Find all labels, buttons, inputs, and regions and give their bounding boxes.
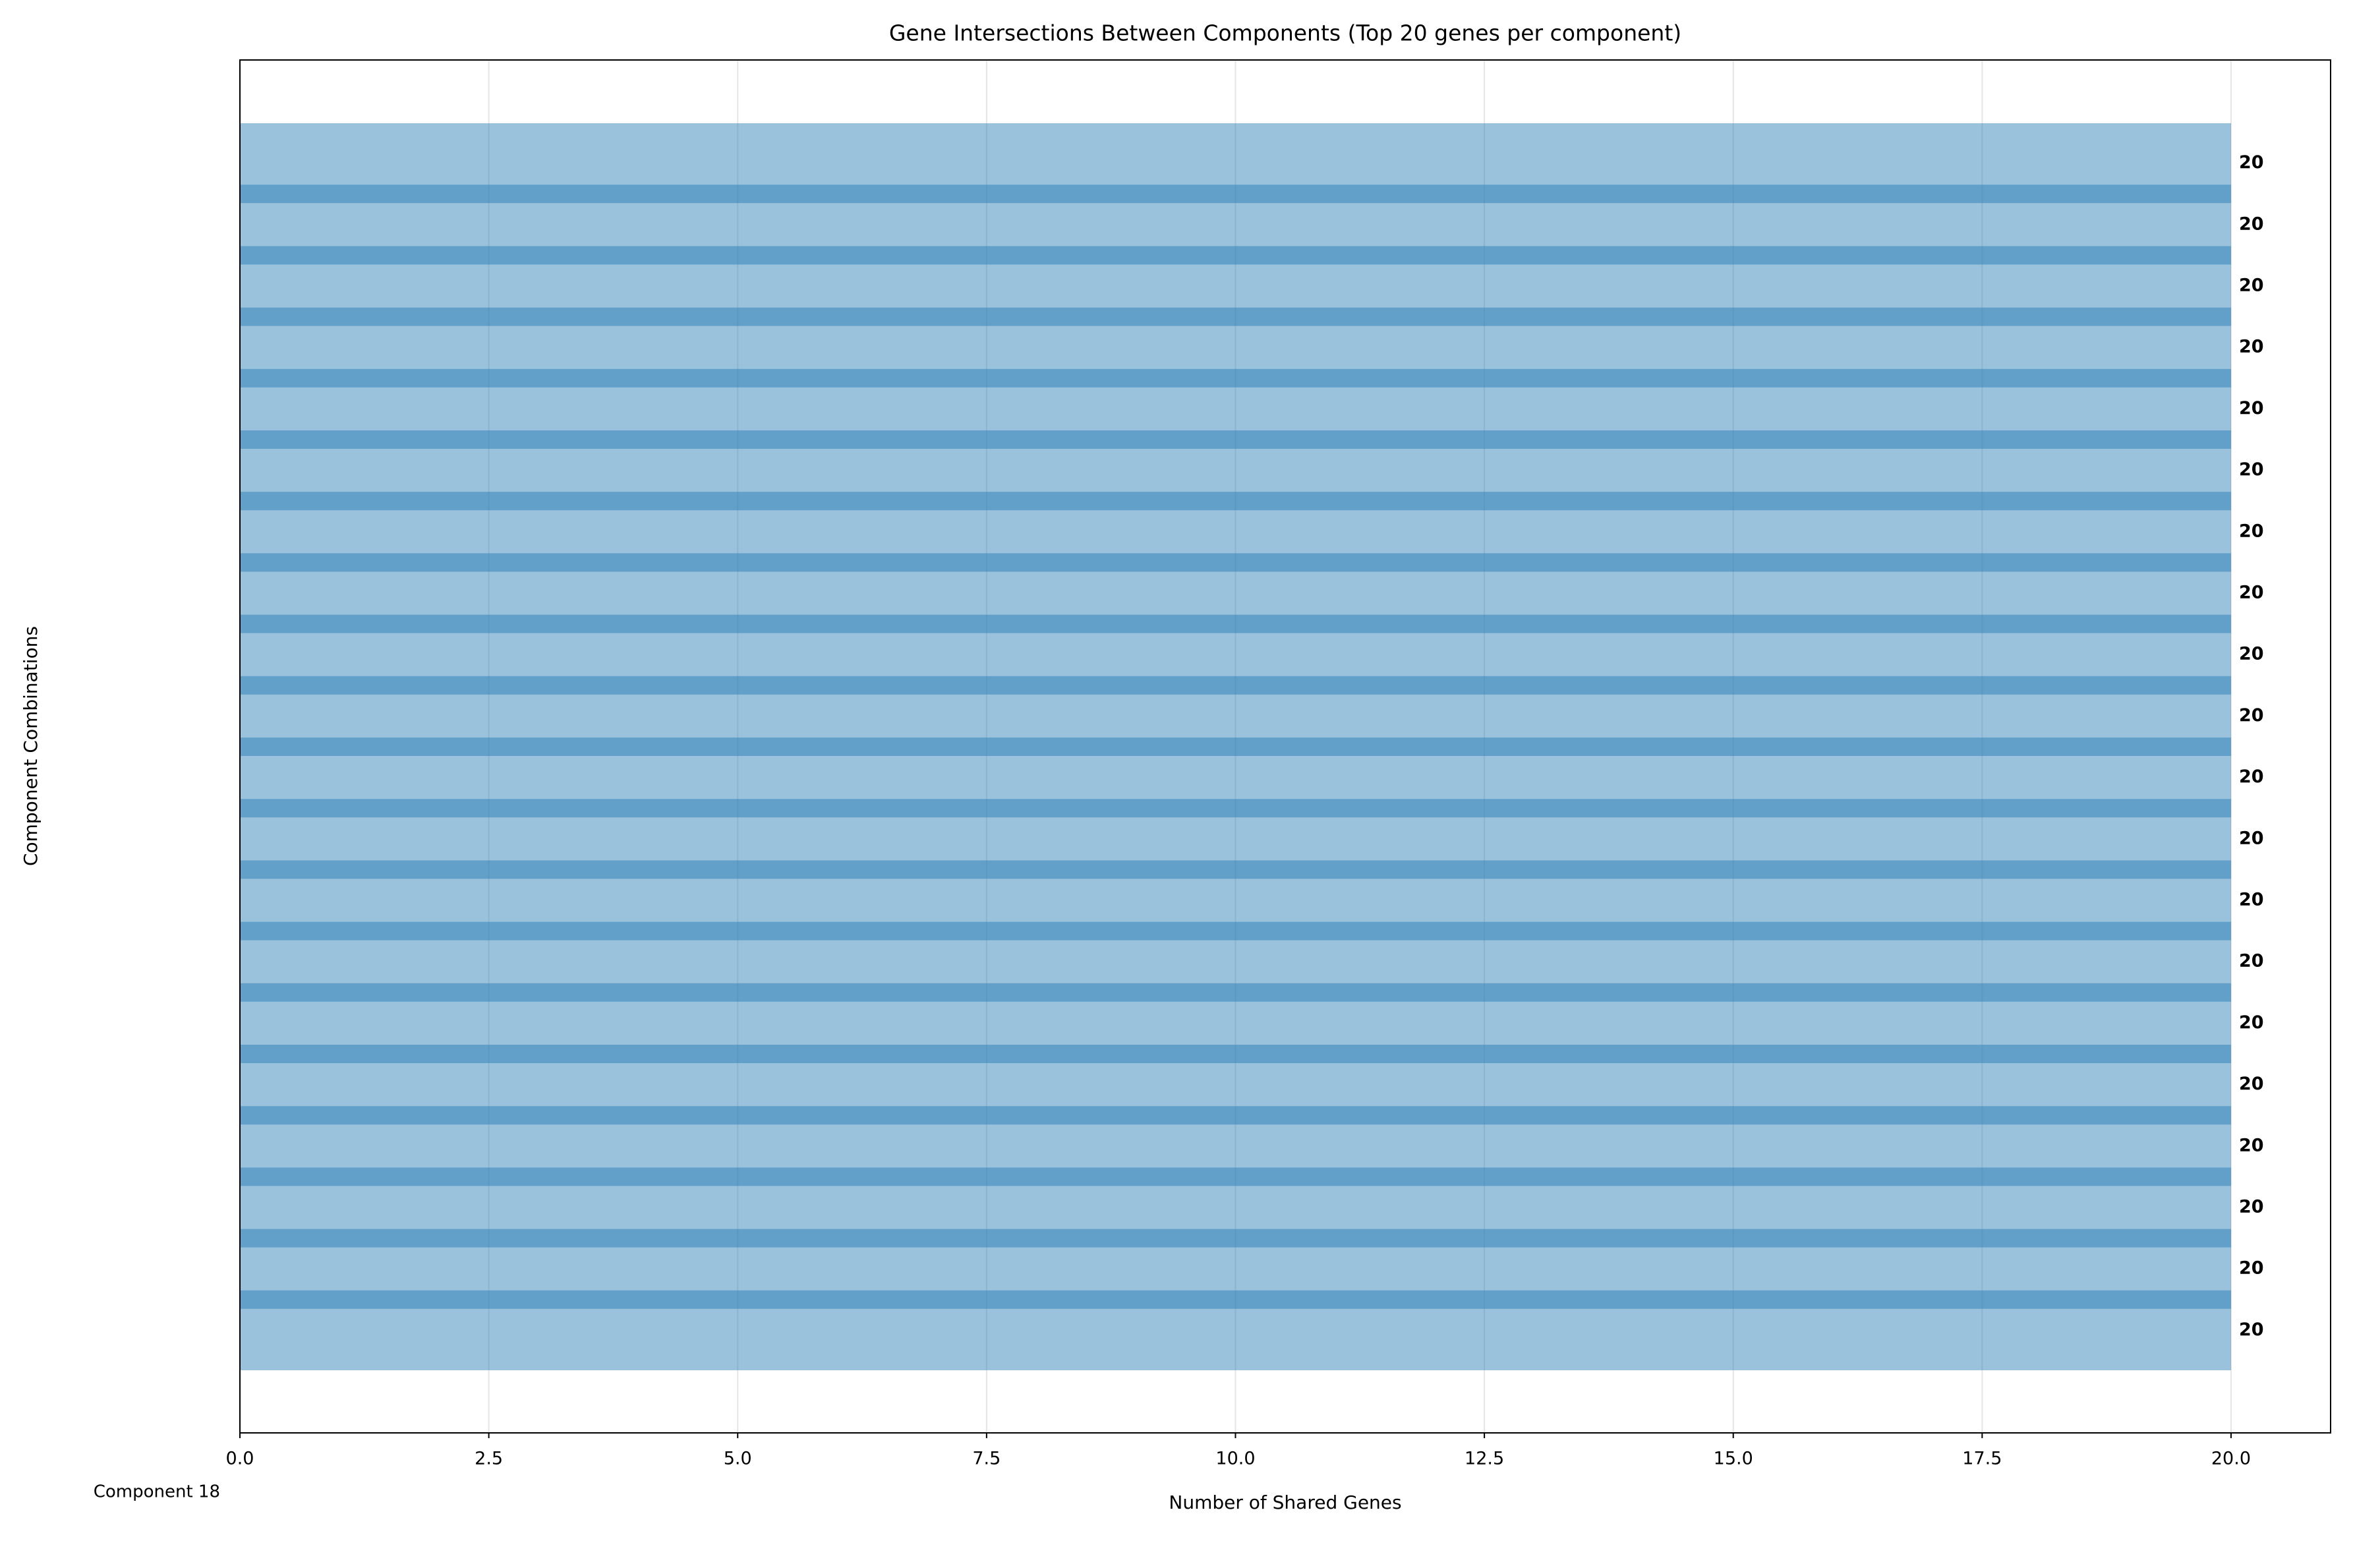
value-label: 20 [2239,398,2264,419]
value-label: 20 [2239,828,2264,848]
value-label: 20 [2239,951,2264,972]
bar [240,921,2231,1002]
value-label: 20 [2239,644,2264,664]
value-label: 20 [2239,890,2264,910]
value-label: 20 [2239,275,2264,295]
x-tick-label: 10.0 [1215,1449,1255,1469]
bar [240,307,2231,388]
value-label: 20 [2239,337,2264,357]
value-label: 20 [2239,1012,2264,1033]
x-axis-label: Number of Shared Genes [1169,1492,1401,1513]
bar [240,676,2231,756]
y-tick-label: Component 18 [94,1482,220,1502]
bar [240,1045,2231,1125]
value-label: 20 [2239,459,2264,480]
x-tick-label: 2.5 [475,1449,503,1469]
value-label: 20 [2239,582,2264,602]
bar [240,553,2231,633]
value-label: 20 [2239,1320,2264,1340]
value-label: 20 [2239,214,2264,234]
bar [240,246,2231,326]
x-tick-label: 0.0 [226,1449,254,1469]
bar [240,1106,2231,1186]
value-label: 20 [2239,1074,2264,1094]
bar [240,1167,2231,1248]
x-tick-label: 5.0 [724,1449,752,1469]
x-tick-label: 20.0 [2211,1449,2251,1469]
x-tick-label: 17.5 [1962,1449,2002,1469]
value-label: 20 [2239,1135,2264,1155]
bar [240,614,2231,695]
bar [240,860,2231,941]
bar [240,430,2231,511]
x-tick-label: 7.5 [972,1449,1001,1469]
bar [240,799,2231,879]
bar [240,492,2231,572]
bar [240,1290,2231,1370]
y-axis-label: Component Combinations [20,626,42,866]
bar [240,738,2231,818]
value-label: 20 [2239,705,2264,726]
plot-frame [239,59,2331,1434]
bar [240,123,2231,204]
value-label: 20 [2239,767,2264,787]
bar [240,185,2231,265]
x-tick-label: 15.0 [1714,1449,1753,1469]
x-tick-label: 12.5 [1465,1449,1504,1469]
bar [240,983,2231,1063]
bar [240,1229,2231,1309]
bar [240,368,2231,449]
value-label: 20 [2239,521,2264,541]
value-label: 20 [2239,152,2264,173]
value-label: 20 [2239,1197,2264,1217]
chart-title: Gene Intersections Between Components (T… [889,20,1681,46]
value-label: 20 [2239,1258,2264,1279]
